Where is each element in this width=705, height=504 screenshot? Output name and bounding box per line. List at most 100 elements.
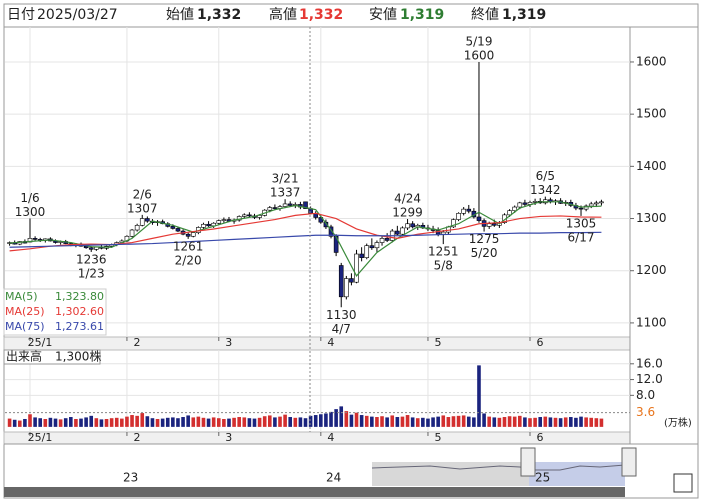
volume-bar [38,418,43,427]
header-high: 1,332 [299,7,343,23]
candle-body [405,223,410,229]
volume-bar [339,406,344,427]
x-tick-label: 3 [225,336,232,349]
volume-bar [206,418,211,427]
candle-body [129,229,135,237]
candle-body [374,242,380,249]
x-tick-label: 5 [434,431,441,444]
volume-bar [456,415,461,427]
annotation-value: 1300 [15,205,46,219]
candle-body [410,223,415,228]
volume-bar [94,418,99,427]
volume-bar [28,414,32,427]
candle-body [145,218,150,222]
candle-body [451,219,456,228]
volume-bar [99,419,104,427]
x-tick-label: 4 [327,336,334,349]
ma-line [9,201,602,277]
x-tick-label: 5 [434,336,441,349]
volume-bar [589,417,594,427]
candle-body [190,232,196,237]
volume-bar [594,418,599,427]
y-tick-label: 1600 [636,54,667,68]
candle-body [344,278,349,298]
candle-body [594,202,599,205]
x-tick-label: 2 [133,431,140,444]
annotation-date: 6/17 [568,230,595,244]
volume-bar [196,416,201,427]
header-label: 安値 [369,7,397,23]
nav-line [371,464,626,471]
legend-box [3,288,107,336]
volume-bar [257,417,262,427]
candle-body [216,220,222,224]
annotation-value: 1251 [428,245,459,259]
legend-value: 1,273.61 [55,320,104,333]
header-low: 1,319 [400,7,444,23]
annotation-value: 1275 [469,232,500,246]
annotation-date: 3/21 [272,172,299,186]
candle-body [486,223,492,227]
candle-body [491,223,497,226]
volume-bar [120,418,124,427]
volume-bar [553,417,558,427]
candle-body [379,238,385,243]
x-tick-label: 6 [537,336,544,349]
volume-bar [171,417,175,427]
candle-body [32,238,38,240]
volume-bar [431,417,435,427]
candle-body [170,226,176,229]
nav-label: 25 [535,471,550,485]
annotation-date: 5/19 [466,34,493,48]
volume-bar [186,415,190,427]
candle-body [522,202,528,205]
annotation-value: 1130 [326,308,357,322]
y-tick-label: 8.0 [636,388,655,402]
volume-bar [528,418,532,427]
candle-body [272,207,278,209]
volume-bar [319,414,323,427]
volume-bar [104,418,109,427]
candle-body [466,208,472,212]
volume-bar [216,418,221,427]
ma-line [9,231,602,248]
volume-bar [165,417,170,427]
candle-body [134,225,140,231]
candle-body [206,223,211,227]
volume-bar [599,418,604,427]
volume-bar [400,416,405,427]
volume-bar [109,418,114,427]
annotation-date: 5/8 [434,259,453,273]
volume-bar [436,416,440,427]
volume-bar [145,416,150,427]
volume-bar [308,415,313,427]
volume-bar [538,417,543,427]
candle-body [578,207,584,210]
volume-bar [477,365,481,427]
volume-bar [303,418,308,427]
volume-bar [563,417,568,427]
volume-bar [507,416,512,427]
volume-bar [512,416,517,427]
annotation-value: 1342 [530,183,561,197]
header-date: 2025/03/27 [37,7,118,23]
candle-body [517,202,523,208]
volume-bar [359,415,364,427]
annotation-value: 1600 [464,48,495,62]
volume-bar [533,417,537,427]
volume-bar [354,412,359,427]
y-tick-label: 1200 [636,263,667,277]
volume-bar [487,416,491,427]
resize-icon[interactable] [673,473,693,493]
annotation-date: 1/6 [20,191,39,205]
nav-handle[interactable] [520,447,536,477]
nav-handle[interactable] [621,447,637,477]
candle-body [456,213,461,220]
nav-label: 23 [123,471,138,485]
volume-bar [579,416,583,427]
volume-bar [63,418,68,427]
scrollbar[interactable] [4,487,625,497]
volume-bar [74,418,78,427]
volume-bar [242,417,247,427]
volume-bar [288,417,293,427]
